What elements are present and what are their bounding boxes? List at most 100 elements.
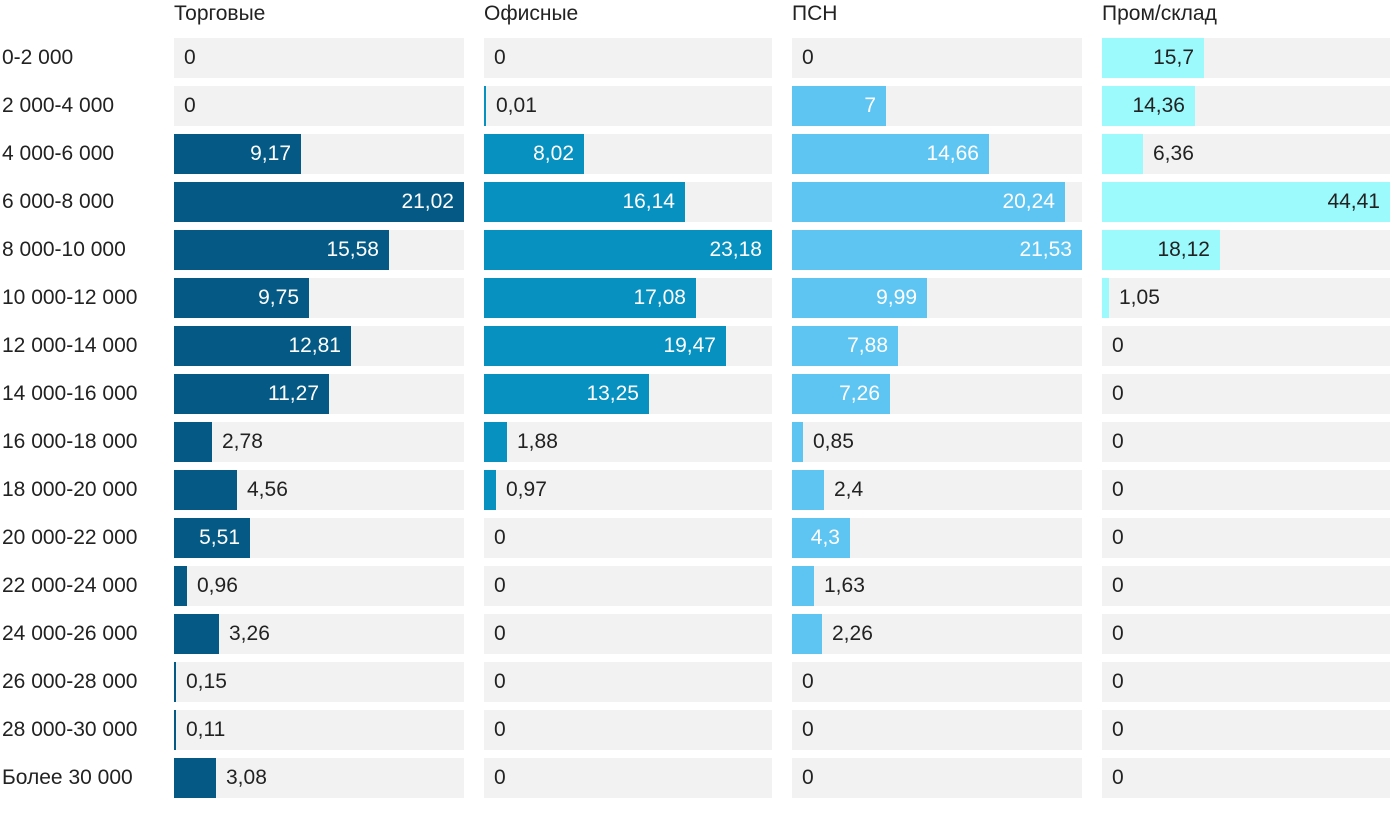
data-label: 0 — [1112, 430, 1124, 453]
data-label: 0 — [1112, 622, 1124, 645]
bar[interactable] — [792, 326, 898, 366]
bar[interactable] — [484, 422, 507, 462]
bar[interactable] — [484, 230, 772, 270]
data-label: 16,14 — [622, 190, 675, 213]
data-label: 0 — [1112, 382, 1124, 405]
bar-track — [484, 86, 772, 126]
bar-track — [174, 38, 464, 78]
bar[interactable] — [174, 134, 301, 174]
series-title: Офисные — [484, 2, 579, 25]
bar[interactable] — [1102, 134, 1143, 174]
bar-track — [174, 662, 464, 702]
data-label: 4,3 — [810, 526, 840, 549]
series-title: ПСН — [792, 2, 838, 25]
data-label: 0 — [1112, 574, 1124, 597]
bar[interactable] — [792, 470, 824, 510]
bar[interactable] — [792, 182, 1065, 222]
bar[interactable] — [174, 710, 176, 750]
bar[interactable] — [174, 566, 187, 606]
bar-track — [1102, 374, 1390, 414]
category-label: 24 000-26 000 — [2, 622, 138, 645]
bar-track — [792, 662, 1082, 702]
bar[interactable] — [484, 86, 486, 126]
data-label: 0 — [802, 46, 814, 69]
bar[interactable] — [174, 422, 212, 462]
bar[interactable] — [792, 278, 927, 318]
bar[interactable] — [792, 134, 989, 174]
data-label: 20,24 — [1002, 190, 1055, 213]
bar-track — [1102, 710, 1390, 750]
bar[interactable] — [792, 566, 814, 606]
data-label: 0 — [494, 718, 506, 741]
bar[interactable] — [484, 470, 496, 510]
bar-track — [484, 662, 772, 702]
bar-track — [792, 566, 1082, 606]
bar[interactable] — [174, 374, 329, 414]
bar[interactable] — [484, 134, 584, 174]
bar[interactable] — [174, 470, 237, 510]
data-label: 44,41 — [1327, 190, 1380, 213]
data-label: 14,36 — [1132, 94, 1185, 117]
data-label: 9,99 — [876, 286, 917, 309]
bar-track — [1102, 758, 1390, 798]
data-label: 0 — [494, 670, 506, 693]
bar-track — [484, 422, 772, 462]
bar[interactable] — [174, 614, 219, 654]
data-label: 8,02 — [533, 142, 574, 165]
bar[interactable] — [174, 662, 176, 702]
bar-track — [792, 422, 1082, 462]
bar-track — [1102, 134, 1390, 174]
data-label: 0,85 — [813, 430, 854, 453]
bar-track — [792, 758, 1082, 798]
data-label: 23,18 — [709, 238, 762, 261]
data-label: 0 — [494, 526, 506, 549]
data-label: 2,78 — [222, 430, 263, 453]
bar[interactable] — [174, 326, 351, 366]
data-label: 0 — [1112, 478, 1124, 501]
data-label: 0 — [1112, 670, 1124, 693]
category-label: 6 000-8 000 — [2, 190, 115, 213]
bar[interactable] — [174, 758, 216, 798]
bar[interactable] — [792, 86, 886, 126]
bar-track — [1102, 278, 1390, 318]
bar[interactable] — [484, 374, 649, 414]
bar[interactable] — [484, 278, 696, 318]
bar[interactable] — [1102, 86, 1195, 126]
bar-track — [484, 38, 772, 78]
data-label: 0,01 — [496, 94, 537, 117]
data-label: 0 — [1112, 334, 1124, 357]
bar[interactable] — [174, 278, 309, 318]
data-label: 5,51 — [199, 526, 240, 549]
data-label: 3,08 — [226, 766, 267, 789]
data-label: 14,66 — [926, 142, 979, 165]
bar[interactable] — [174, 518, 250, 558]
bar[interactable] — [1102, 230, 1220, 270]
bar[interactable] — [174, 182, 464, 222]
data-label: 11,27 — [268, 382, 319, 405]
bar-track — [1102, 422, 1390, 462]
data-label: 0 — [1112, 718, 1124, 741]
data-label: 0 — [494, 622, 506, 645]
bar[interactable] — [484, 326, 726, 366]
data-label: 0 — [494, 574, 506, 597]
bar[interactable] — [1102, 182, 1390, 222]
data-label: 0,11 — [186, 718, 226, 741]
bar[interactable] — [1102, 278, 1109, 318]
bar[interactable] — [792, 422, 803, 462]
bar[interactable] — [484, 182, 685, 222]
bar-track — [174, 614, 464, 654]
bar[interactable] — [1102, 38, 1204, 78]
category-label: 26 000-28 000 — [2, 670, 138, 693]
data-label: 15,58 — [326, 238, 379, 261]
bar[interactable] — [174, 230, 389, 270]
data-label: 4,56 — [247, 478, 288, 501]
category-label: Более 30 000 — [2, 766, 133, 789]
bar[interactable] — [792, 374, 890, 414]
data-label: 9,17 — [250, 142, 291, 165]
bar[interactable] — [792, 614, 822, 654]
category-label: 20 000-22 000 — [2, 526, 138, 549]
data-label: 9,75 — [258, 286, 299, 309]
bar[interactable] — [792, 230, 1082, 270]
data-label: 19,47 — [663, 334, 716, 357]
bar[interactable] — [792, 518, 850, 558]
